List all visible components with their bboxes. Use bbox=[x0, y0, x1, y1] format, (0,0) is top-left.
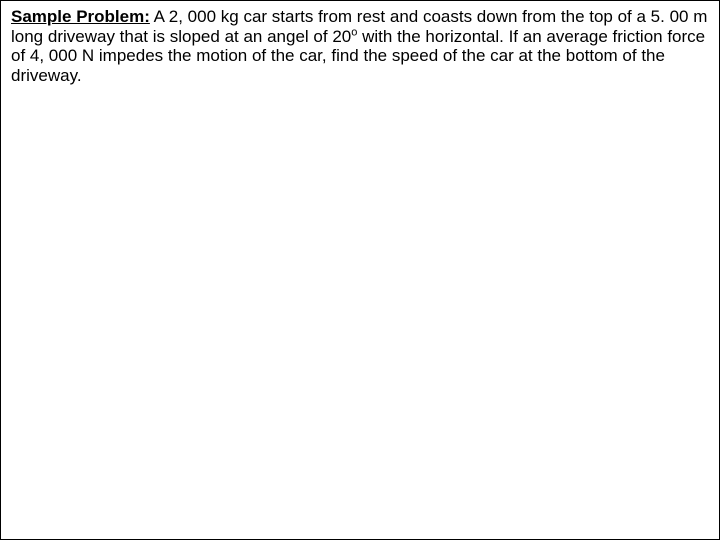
problem-paragraph: Sample Problem: A 2, 000 kg car starts f… bbox=[11, 7, 709, 85]
page-container: Sample Problem: A 2, 000 kg car starts f… bbox=[0, 0, 720, 540]
problem-label: Sample Problem: bbox=[11, 7, 150, 26]
